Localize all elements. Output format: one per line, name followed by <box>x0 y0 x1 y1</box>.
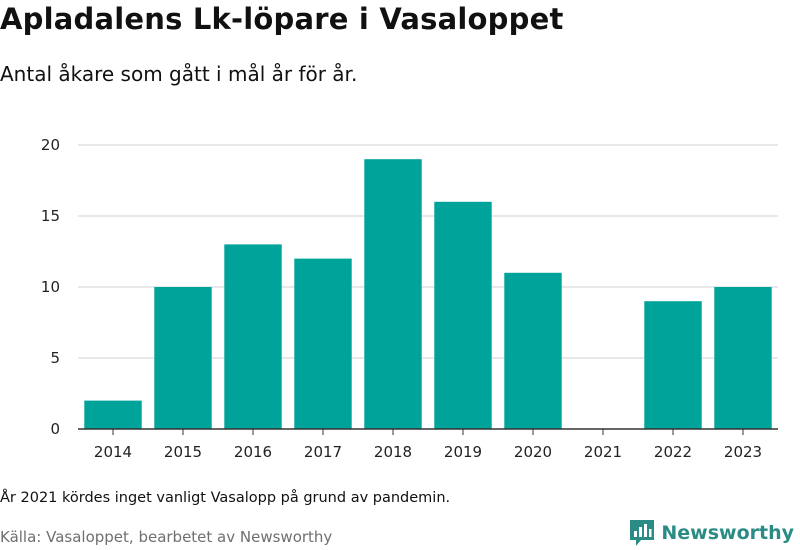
x-tick-label: 2022 <box>654 443 692 461</box>
footnote: År 2021 kördes inget vanligt Vasalopp på… <box>0 490 451 506</box>
bar <box>434 201 492 429</box>
bar <box>714 287 772 429</box>
x-tick-label: 2017 <box>304 443 342 461</box>
bar <box>84 400 142 429</box>
bar <box>364 159 422 429</box>
y-tick-label: 0 <box>50 420 60 438</box>
x-tick-label: 2019 <box>444 443 482 461</box>
bar <box>224 244 282 429</box>
y-axis-ticks: 0 5 10 15 20 <box>41 136 60 438</box>
x-tick-label: 2020 <box>514 443 552 461</box>
brand-name: Newsworthy <box>661 522 794 544</box>
y-tick-label: 15 <box>41 207 60 225</box>
x-tick-label: 2018 <box>374 443 412 461</box>
x-tick-label: 2016 <box>234 443 272 461</box>
bar <box>644 301 702 429</box>
bar <box>154 287 212 429</box>
bar-chart: 0 5 10 15 20 2014 2015 2016 2017 2018 2019 2020 202… <box>41 136 778 461</box>
bar <box>294 258 352 429</box>
chart-title: Apladalens Lk-löpare i Vasaloppet <box>0 2 564 36</box>
y-tick-label: 5 <box>50 349 60 367</box>
bar <box>504 272 562 429</box>
y-tick-label: 10 <box>41 278 60 296</box>
x-tick-label: 2015 <box>164 443 202 461</box>
brand-logo: Newsworthy <box>629 519 794 547</box>
x-axis-ticks: 2014 2015 2016 2017 2018 2019 2020 2021 2022 2023 <box>78 428 778 461</box>
newsworthy-logo-icon <box>630 520 655 546</box>
x-tick-label: 2021 <box>584 443 622 461</box>
source-text: Källa: Vasaloppet, bearbetet av Newswort… <box>0 528 333 546</box>
y-tick-label: 20 <box>41 136 60 154</box>
chart-subtitle: Antal åkare som gått i mål år för år. <box>0 62 358 86</box>
bars <box>84 159 772 429</box>
x-tick-label: 2014 <box>94 443 132 461</box>
x-tick-label: 2023 <box>724 443 762 461</box>
